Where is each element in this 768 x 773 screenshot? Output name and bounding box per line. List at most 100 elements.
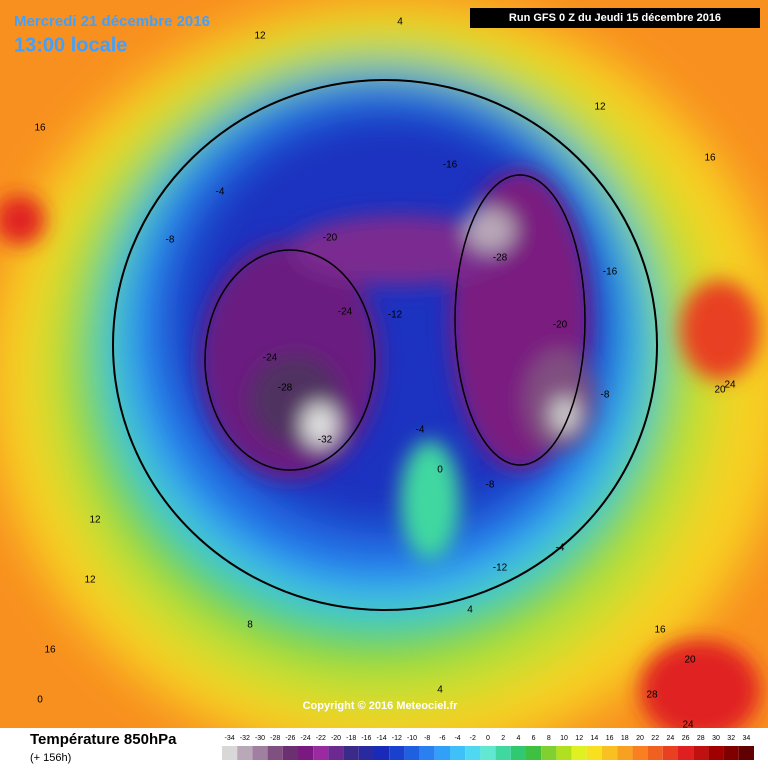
legend-label: 22 bbox=[651, 735, 659, 742]
run-info: Run GFS 0 Z du Jeudi 15 décembre 2016 bbox=[509, 12, 721, 24]
legend-swatch bbox=[237, 746, 253, 760]
valid-date: Mercredi 21 décembre 2016 bbox=[14, 13, 210, 30]
contour-label: 8 bbox=[247, 620, 253, 631]
legend-swatch bbox=[541, 746, 557, 760]
legend-swatch bbox=[662, 746, 678, 760]
legend-label: 2 bbox=[501, 735, 505, 742]
legend-swatch bbox=[678, 746, 694, 760]
legend-label: 28 bbox=[697, 735, 705, 742]
legend-swatch bbox=[313, 746, 329, 760]
legend-swatch bbox=[480, 746, 496, 760]
legend-label: -22 bbox=[316, 735, 326, 742]
legend-swatch bbox=[465, 746, 481, 760]
legend-label: 4 bbox=[516, 735, 520, 742]
contour-label: 16 bbox=[654, 625, 666, 636]
legend-label: -20 bbox=[331, 735, 341, 742]
contour-label: 12 bbox=[594, 102, 606, 113]
contour-label: 12 bbox=[84, 575, 96, 586]
legend-swatch bbox=[389, 746, 405, 760]
legend-swatch bbox=[252, 746, 268, 760]
contour-label: -28 bbox=[493, 253, 508, 264]
contour-label: 12 bbox=[89, 515, 101, 526]
legend-label: 16 bbox=[606, 735, 614, 742]
contour-label: -24 bbox=[338, 307, 353, 318]
contour-label: -8 bbox=[601, 390, 610, 401]
legend-label: -14 bbox=[377, 735, 387, 742]
contour-label: 28 bbox=[646, 690, 658, 701]
contour-label: 24 bbox=[682, 720, 694, 731]
legend-swatch bbox=[298, 746, 314, 760]
contour-label: -4 bbox=[416, 425, 425, 436]
legend-swatch bbox=[374, 746, 390, 760]
legend-swatch bbox=[708, 746, 724, 760]
legend-swatch bbox=[632, 746, 648, 760]
legend-label: -32 bbox=[240, 735, 250, 742]
legend-label: -18 bbox=[346, 735, 356, 742]
legend-label: 10 bbox=[560, 735, 568, 742]
legend-label: -12 bbox=[392, 735, 402, 742]
legend-label: -28 bbox=[270, 735, 280, 742]
copyright: Copyright © 2016 Meteociel.fr bbox=[303, 700, 459, 712]
contour-label: -12 bbox=[388, 310, 403, 321]
legend-label: -10 bbox=[407, 735, 417, 742]
valid-time: 13:00 locale bbox=[14, 34, 127, 56]
contour-label: 4 bbox=[437, 685, 443, 696]
legend-swatch bbox=[358, 746, 374, 760]
legend-swatch bbox=[556, 746, 572, 760]
legend-label: -30 bbox=[255, 735, 265, 742]
contour-label: -16 bbox=[603, 267, 618, 278]
legend-label: 20 bbox=[636, 735, 644, 742]
legend-swatch bbox=[602, 746, 618, 760]
contour-label: -28 bbox=[278, 383, 293, 394]
contour-label: 0 bbox=[37, 695, 43, 706]
legend-label: -8 bbox=[424, 735, 430, 742]
legend-swatch bbox=[419, 746, 435, 760]
legend-swatch bbox=[328, 746, 344, 760]
legend-swatch bbox=[343, 746, 359, 760]
legend-swatch bbox=[404, 746, 420, 760]
legend-label: 30 bbox=[712, 735, 720, 742]
contour-label: 20 bbox=[714, 385, 726, 396]
legend-label: 32 bbox=[727, 735, 735, 742]
contour-label: 4 bbox=[467, 605, 473, 616]
run-box bbox=[470, 8, 760, 28]
legend-label: -34 bbox=[225, 735, 235, 742]
contour-label: -4 bbox=[216, 187, 225, 198]
legend-label: 12 bbox=[575, 735, 583, 742]
legend-label: 24 bbox=[667, 735, 675, 742]
legend-label: 14 bbox=[591, 735, 599, 742]
legend-swatch bbox=[723, 746, 739, 760]
legend-label: -6 bbox=[439, 735, 445, 742]
legend-label: 0 bbox=[486, 735, 490, 742]
legend-swatch bbox=[450, 746, 466, 760]
legend-label: -4 bbox=[454, 735, 460, 742]
contour-label: 16 bbox=[44, 645, 56, 656]
legend-swatch bbox=[647, 746, 663, 760]
legend-swatch bbox=[267, 746, 283, 760]
contour-label: -8 bbox=[166, 235, 175, 246]
legend-label: 26 bbox=[682, 735, 690, 742]
legend-label: -26 bbox=[285, 735, 295, 742]
legend-label: 8 bbox=[547, 735, 551, 742]
legend-swatch bbox=[586, 746, 602, 760]
legend-swatch bbox=[738, 746, 754, 760]
contour-label: 12 bbox=[254, 31, 266, 42]
contour-label: -8 bbox=[486, 480, 495, 491]
contour-label: 16 bbox=[34, 123, 46, 134]
contour-label: -12 bbox=[493, 563, 508, 574]
legend-swatch bbox=[282, 746, 298, 760]
contour-label: 4 bbox=[397, 17, 403, 28]
contour-label: -32 bbox=[318, 435, 333, 446]
lead-time: (+ 156h) bbox=[30, 752, 71, 764]
legend-label: 6 bbox=[532, 735, 536, 742]
contour-label: -4 bbox=[556, 543, 565, 554]
contour-label: 24 bbox=[724, 380, 736, 391]
footer-title: Température 850hPa bbox=[30, 731, 177, 748]
legend-swatch bbox=[222, 746, 238, 760]
legend-label: 18 bbox=[621, 735, 629, 742]
legend-swatch bbox=[571, 746, 587, 760]
contour-label: -24 bbox=[263, 353, 278, 364]
